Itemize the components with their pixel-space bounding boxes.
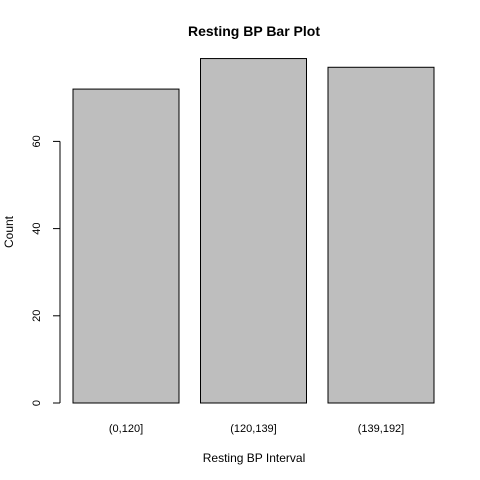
y-axis-label: Count [2,215,16,248]
bars-group [72,58,435,404]
y-axis: 0 20 40 60 [31,135,61,406]
y-tick-label: 0 [31,400,43,406]
y-tick-label: 20 [31,310,43,322]
x-tick-label: (139,192] [358,423,404,435]
bar-2 [327,66,435,404]
y-tick-label: 60 [31,135,43,147]
chart-title: Resting BP Bar Plot [188,23,320,39]
x-tick-label: (120,139] [230,423,276,435]
x-axis-label: Resting BP Interval [203,451,306,465]
x-axis: (0,120] (120,139] (139,192] [109,423,404,435]
x-tick-label: (0,120] [109,423,143,435]
bar-1 [200,58,307,404]
y-tick-label: 40 [31,222,43,234]
bar-0 [72,88,180,404]
